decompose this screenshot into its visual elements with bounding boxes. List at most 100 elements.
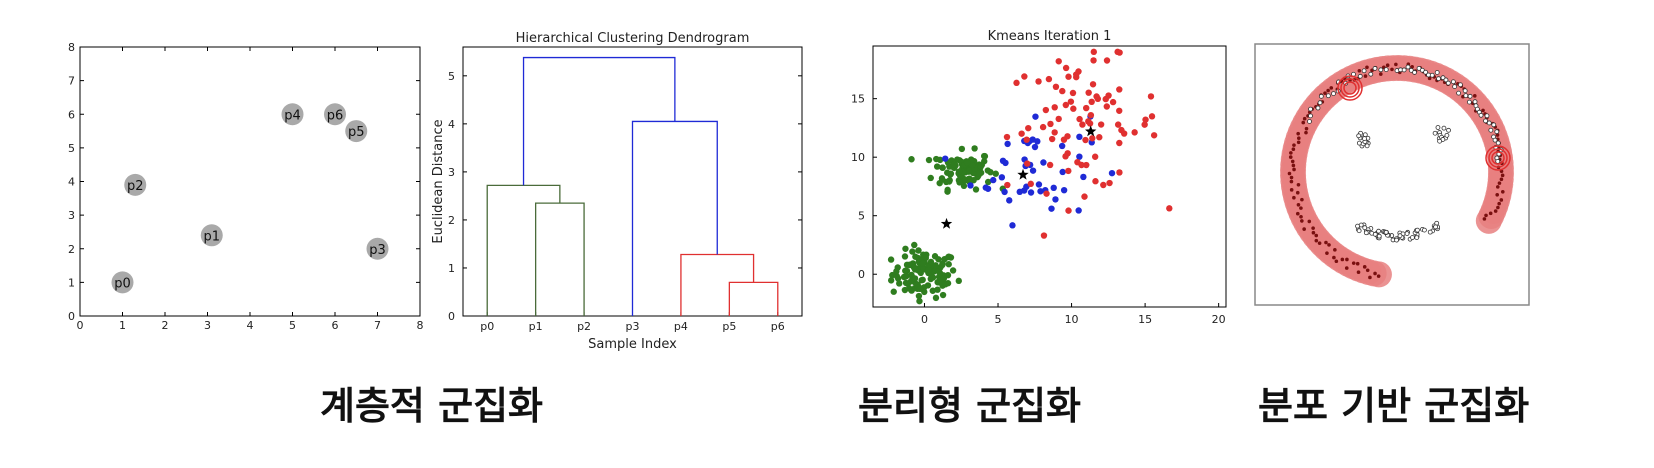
chart4-open-point	[1437, 138, 1443, 144]
chart3-point	[1080, 173, 1087, 181]
chart4-ring-point	[1497, 181, 1502, 185]
chart4-ring-point	[1499, 177, 1504, 182]
chart3-point	[1074, 158, 1081, 166]
chart1-ytick-label: 0	[68, 310, 75, 323]
chart4-open-point	[1404, 231, 1410, 236]
chart3-point	[1060, 186, 1068, 194]
chart4-open-point	[1364, 143, 1370, 149]
chart4-ring-point	[1368, 275, 1372, 280]
chart3-point	[972, 186, 980, 193]
chart4-open-point	[1491, 122, 1497, 128]
chart3-point	[1051, 129, 1058, 136]
chart3-xtick-label: 20	[1212, 313, 1226, 326]
chart4-open-point	[1356, 133, 1362, 139]
chart4-ring-point	[1481, 108, 1485, 113]
chart3-point	[1092, 178, 1099, 185]
chart3-point	[1027, 180, 1034, 188]
chart2-title: Hierarchical Clustering Dendrogram	[516, 31, 750, 46]
chart3-point	[942, 281, 949, 288]
chart3-point	[942, 155, 949, 162]
chart3-point	[1105, 92, 1112, 99]
chart4-ring-point	[1495, 133, 1500, 137]
chart4-marker-ring-1	[1485, 145, 1511, 171]
chart4-ring-point	[1334, 259, 1339, 264]
chart3-point	[1120, 130, 1128, 137]
chart4-ring-point	[1295, 190, 1300, 195]
chart3-point	[1052, 83, 1060, 91]
chart3-point	[963, 159, 971, 166]
chart3-xtick-label: 10	[1065, 313, 1079, 326]
chart3-point	[968, 161, 976, 169]
chart2-link-5	[522, 56, 676, 186]
chart3-point	[1062, 64, 1070, 72]
chart3-point	[1040, 232, 1048, 239]
chart4-ring-point	[1297, 136, 1301, 140]
chart4-open-point	[1356, 140, 1362, 146]
chart4-open-point	[1325, 93, 1331, 99]
chart3-point	[929, 287, 936, 294]
chart2-ytick-label: 1	[448, 262, 455, 275]
chart3-point	[1021, 187, 1028, 194]
chart3-point	[1059, 87, 1066, 95]
chart4-open-point	[1494, 129, 1500, 135]
chart4-open-point	[1308, 106, 1313, 112]
chart2-xtick-label: p0	[480, 320, 494, 333]
chart3-point	[945, 261, 952, 268]
chart3-point	[903, 273, 910, 280]
chart3-point	[896, 280, 903, 287]
chart4-upper-points	[1307, 64, 1504, 164]
chart1-ytick-label: 6	[68, 108, 75, 121]
chart4-open-point	[1331, 91, 1336, 97]
chart3-point	[909, 248, 916, 255]
chart4-open-point	[1484, 113, 1490, 119]
chart4-ring-point	[1289, 188, 1294, 192]
chart3-point	[939, 164, 946, 171]
chart4-ring-point	[1365, 65, 1369, 70]
chart1-point-p5	[345, 120, 368, 143]
chart4-ring-point	[1311, 230, 1316, 235]
chart3-point	[1069, 89, 1077, 97]
chart3-point	[1116, 86, 1123, 93]
chart3-point	[1079, 121, 1086, 128]
chart4-ring-point	[1324, 240, 1328, 245]
chart3-point	[966, 167, 973, 174]
chart4-ring-point	[1488, 211, 1493, 216]
chart1-point-p2	[124, 173, 147, 196]
chart4-ring-point	[1296, 131, 1300, 136]
chart3-point	[1062, 101, 1070, 109]
chart1-xtick-label: 8	[417, 319, 424, 332]
caption-partitional: 분리형 군집화	[858, 384, 1081, 428]
chart3-frame	[872, 45, 1227, 308]
chart3-point	[1076, 115, 1083, 123]
chart3-point	[902, 245, 909, 252]
chart3-point	[890, 288, 897, 295]
chart3-point	[939, 291, 947, 299]
chart3-point	[901, 253, 909, 260]
chart4-open-point	[1466, 99, 1472, 105]
chart4-left-eye	[1356, 130, 1371, 149]
chart4-open-point	[1376, 233, 1382, 239]
chart3-point	[932, 294, 940, 302]
chart4-open-point	[1358, 222, 1364, 228]
chart3-point	[1141, 121, 1148, 128]
chart3-point	[1013, 79, 1020, 87]
chart4-ring-point	[1326, 88, 1330, 93]
chart3-point	[1116, 107, 1123, 114]
chart4-open-point	[1488, 127, 1494, 133]
chart3-point	[1075, 68, 1082, 75]
chart3-point	[955, 168, 963, 175]
chart1-ytick-label: 2	[68, 243, 75, 256]
chart4-open-point	[1307, 119, 1312, 124]
chart3-point	[1065, 73, 1072, 80]
chart3-point	[916, 297, 923, 305]
chart3-point	[945, 253, 953, 260]
chart4-ring-point	[1500, 173, 1505, 178]
chart3-point	[916, 285, 924, 293]
chart2-ylabel: Euclidean Distance	[431, 119, 446, 243]
chart3-point	[1065, 167, 1072, 175]
chart4-ring-point	[1299, 214, 1303, 219]
chart1-ytick-label: 7	[68, 75, 75, 88]
chart4-open-point	[1401, 67, 1407, 73]
chart3-point	[1055, 115, 1062, 123]
chart3-title: Kmeans Iteration 1	[988, 29, 1112, 44]
